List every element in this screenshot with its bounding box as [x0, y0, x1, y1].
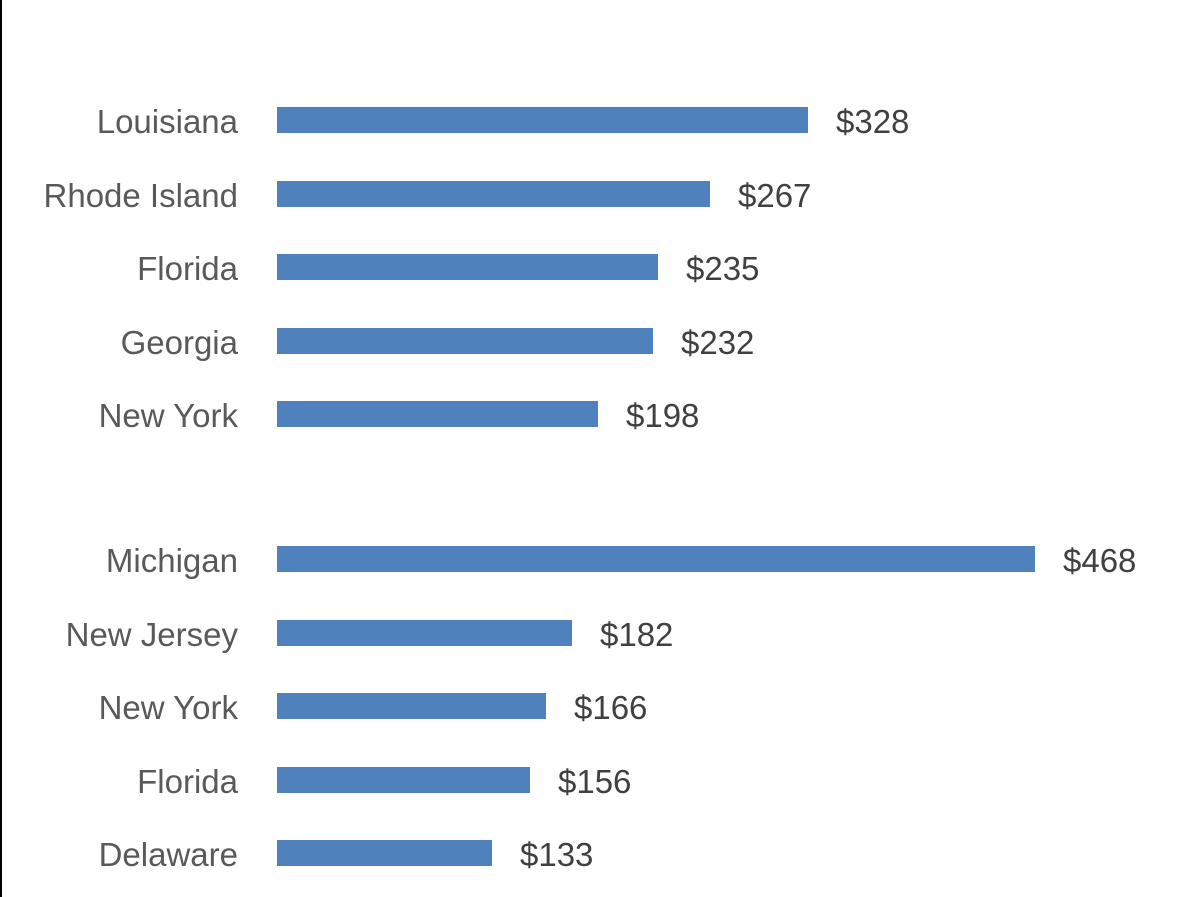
bar	[277, 107, 808, 133]
bar	[277, 254, 658, 280]
value-label: $133	[520, 836, 594, 873]
category-label: Michigan	[105, 542, 238, 579]
category-label: New Jersey	[65, 616, 238, 653]
value-label: $232	[681, 324, 755, 361]
bar	[277, 840, 492, 866]
category-label: Rhode Island	[43, 177, 238, 214]
value-label: $166	[574, 689, 648, 726]
chart-left-border	[0, 0, 2, 897]
value-label: $267	[738, 177, 812, 214]
value-label: $198	[626, 397, 700, 434]
category-label: Georgia	[120, 324, 238, 361]
bar	[277, 620, 572, 646]
category-label: Florida	[137, 250, 238, 287]
bar	[277, 693, 546, 719]
category-label: New York	[98, 689, 238, 726]
category-label: New York	[98, 397, 238, 434]
bar	[277, 546, 1035, 572]
category-label: Florida	[137, 763, 238, 800]
bar	[277, 181, 710, 207]
value-label: $156	[558, 763, 632, 800]
value-label: $328	[836, 103, 910, 140]
value-label: $235	[686, 250, 760, 287]
bar	[277, 328, 653, 354]
value-label: $468	[1063, 542, 1137, 579]
category-label: Delaware	[98, 836, 238, 873]
bar	[277, 767, 530, 793]
value-label: $182	[600, 616, 674, 653]
category-label: Louisiana	[96, 103, 238, 140]
bar	[277, 401, 598, 427]
